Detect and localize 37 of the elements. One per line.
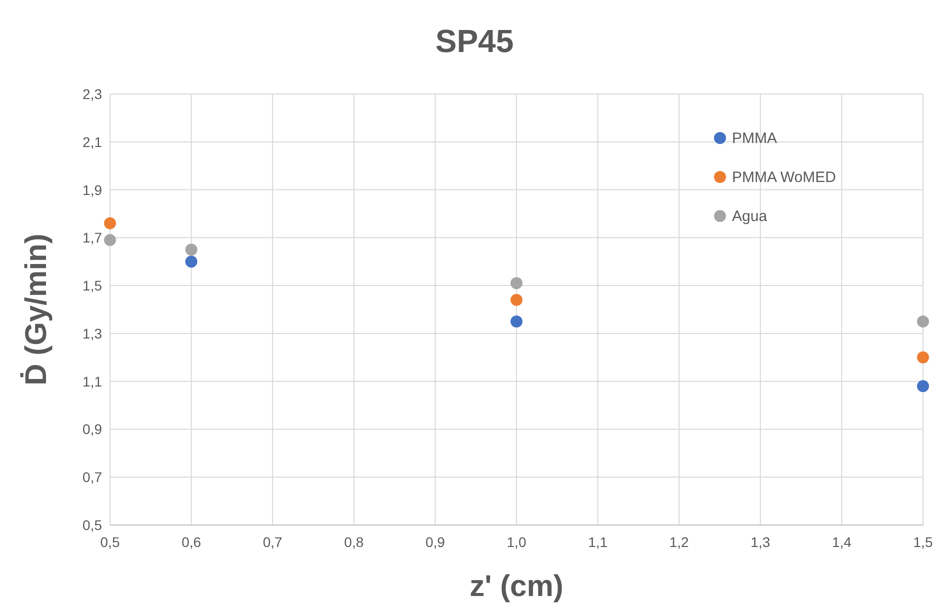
point [510,294,522,306]
point [917,351,929,364]
x-tick-label: 0,6 [182,534,202,550]
y-tick-label: 2,1 [82,134,102,150]
x-tick-label: 0,9 [425,534,446,550]
y-axis-title: Ḋ (Gy/min) [20,234,53,386]
y-tick-label: 2,3 [82,86,102,102]
x-tick-label: 0,5 [100,534,120,550]
y-tick-label: 1,7 [82,230,102,246]
x-tick-label: 0,7 [262,534,283,550]
point [510,277,522,290]
legend-label: PMMA [732,130,777,147]
point [510,315,522,328]
point [185,244,198,256]
point [185,256,198,268]
legend-label: PMMA WoMED [732,169,836,186]
x-tick-label: 1,2 [669,534,690,550]
x-tick-label: 1,1 [588,534,608,550]
x-tick-label: 1,4 [832,534,852,550]
x-tick-label: 1,0 [506,534,526,550]
legend-label: Agua [732,208,768,225]
point [917,315,929,328]
x-tick-label: 0,8 [344,534,364,550]
y-tick-label: 1,9 [82,182,102,198]
point [104,217,116,230]
y-tick-label: 0,9 [82,421,102,438]
point [917,380,929,392]
y-tick-label: 1,5 [82,278,102,294]
y-tick-label: 0,7 [82,469,102,486]
y-tick-label: 1,3 [82,325,102,342]
x-tick-label: 1,5 [913,534,933,550]
point [104,234,116,246]
chart-title: SP45 [435,23,514,59]
x-axis-title: z' (cm) [470,570,564,603]
x-tick-label: 1,3 [750,534,770,550]
y-tick-label: 1,1 [82,373,102,390]
y-tick-label: 0,5 [82,517,102,533]
